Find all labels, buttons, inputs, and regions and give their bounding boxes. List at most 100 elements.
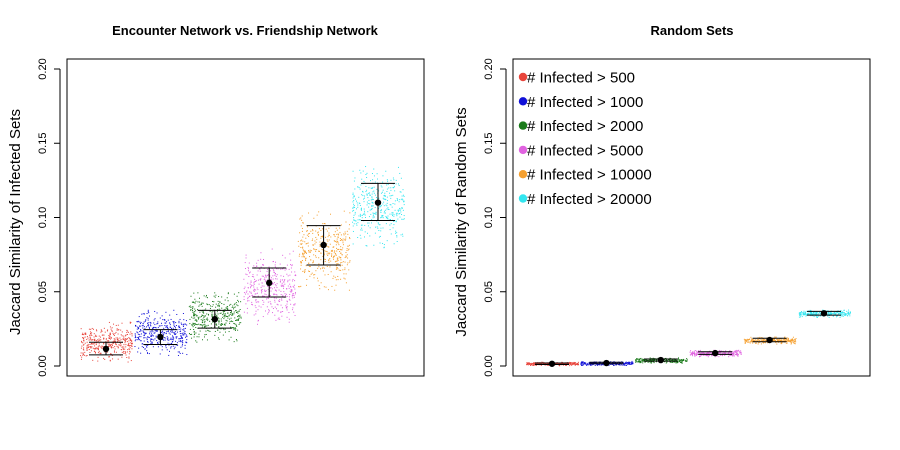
data-point	[344, 238, 346, 240]
data-point	[280, 279, 282, 281]
data-point	[322, 255, 324, 257]
data-point	[361, 178, 363, 180]
data-point	[155, 327, 157, 329]
data-point	[165, 345, 167, 347]
data-point	[111, 346, 113, 348]
data-point	[112, 332, 114, 334]
data-point	[828, 316, 830, 318]
data-point	[82, 354, 84, 356]
data-point	[246, 312, 248, 314]
data-point	[673, 359, 675, 361]
data-point	[731, 354, 733, 356]
data-point	[99, 352, 101, 354]
data-point	[803, 312, 804, 314]
data-point	[250, 284, 252, 286]
data-point	[345, 233, 347, 235]
data-point	[165, 311, 167, 313]
data-point	[567, 363, 569, 365]
data-point	[375, 211, 377, 213]
data-point	[791, 340, 793, 342]
data-point	[224, 314, 226, 316]
data-point	[90, 332, 92, 334]
data-point	[123, 346, 125, 348]
data-point	[180, 346, 182, 348]
data-point	[729, 354, 731, 356]
data-point	[253, 290, 255, 292]
data-point	[152, 331, 154, 333]
data-point	[701, 352, 703, 354]
data-point	[324, 250, 326, 252]
data-point	[87, 337, 89, 339]
data-point	[345, 282, 347, 284]
data-point	[627, 363, 629, 365]
data-point	[238, 315, 240, 317]
data-point	[365, 245, 367, 247]
data-point	[691, 353, 693, 355]
data-point	[679, 361, 681, 363]
data-point	[231, 312, 233, 314]
data-point	[254, 266, 256, 268]
data-point	[309, 249, 311, 251]
data-point	[92, 347, 94, 349]
data-point	[150, 334, 152, 336]
data-point	[402, 189, 404, 191]
data-point	[336, 263, 338, 265]
data-point	[333, 256, 335, 258]
data-point	[103, 342, 105, 344]
data-point	[344, 278, 346, 280]
data-point	[667, 359, 669, 361]
data-point	[377, 222, 379, 224]
data-point	[744, 340, 746, 342]
series-1	[80, 321, 133, 363]
data-point	[232, 314, 234, 316]
data-point	[285, 307, 287, 309]
data-point	[181, 345, 183, 347]
y-axis: 0.000.050.100.150.20	[37, 58, 61, 377]
data-point	[528, 362, 530, 364]
data-point	[385, 209, 387, 211]
data-point	[286, 306, 288, 308]
data-point	[784, 336, 786, 338]
data-point	[226, 320, 228, 322]
data-point	[376, 226, 378, 228]
data-point	[258, 305, 260, 307]
data-point	[247, 296, 249, 298]
data-point	[109, 334, 111, 336]
data-point	[791, 342, 793, 344]
data-point	[232, 321, 234, 323]
data-point	[574, 363, 576, 365]
data-point	[170, 329, 172, 331]
data-point	[125, 344, 127, 346]
data-point	[320, 229, 322, 231]
data-point	[392, 215, 393, 217]
data-point	[109, 359, 111, 361]
data-point	[276, 274, 278, 276]
data-point	[181, 343, 183, 345]
data-point	[282, 285, 284, 287]
data-point	[229, 313, 231, 315]
data-point	[728, 352, 730, 354]
y-tick-label: 0.20	[37, 58, 49, 79]
data-point	[319, 245, 321, 247]
data-point	[675, 362, 677, 364]
data-point	[100, 331, 102, 333]
data-point	[644, 359, 646, 361]
data-point	[703, 352, 705, 354]
data-point	[181, 333, 183, 335]
data-point	[345, 255, 347, 257]
data-point	[401, 199, 403, 201]
data-point	[682, 359, 684, 361]
data-point	[238, 317, 240, 319]
y-axis-label: Jaccard Similarity of Infected Sets	[7, 109, 24, 335]
data-point	[235, 320, 237, 321]
data-point	[528, 363, 530, 365]
data-point	[369, 194, 371, 196]
data-point	[94, 352, 96, 354]
data-point	[805, 313, 807, 315]
data-point	[396, 232, 398, 234]
data-point	[365, 185, 367, 187]
data-point	[154, 332, 156, 334]
data-point	[146, 326, 148, 328]
data-point	[193, 311, 195, 313]
data-point	[395, 230, 397, 232]
